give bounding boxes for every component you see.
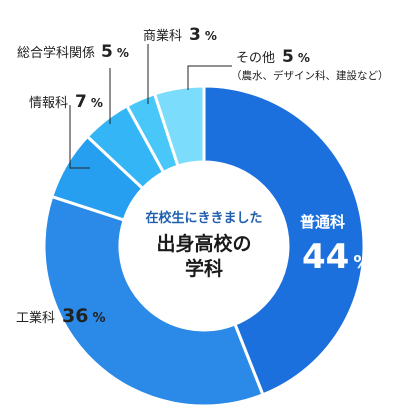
label-shogyo: 商業科 3 % bbox=[143, 25, 217, 45]
slices-group bbox=[42, 84, 366, 408]
label-sonota-value: 5 bbox=[282, 47, 294, 67]
label-joho-unit: % bbox=[91, 96, 103, 110]
label-sonota-unit: % bbox=[298, 51, 310, 65]
center-text-line3: 学科 bbox=[185, 257, 223, 280]
label-sogo-value: 5 bbox=[101, 42, 113, 62]
label-sonota: その他 5 % bbox=[236, 47, 310, 67]
label-kogyo-name: 工業科 bbox=[16, 310, 55, 326]
label-shogyo-name: 商業科 bbox=[143, 28, 182, 44]
center-text-line1: 在校生にききました bbox=[145, 210, 262, 226]
label-sonota-name: その他 bbox=[236, 51, 275, 66]
label-kogyo-unit: % bbox=[92, 311, 105, 326]
label-sogo-name: 総合学科関係 bbox=[17, 45, 95, 61]
center-text-line2: 出身高校の bbox=[156, 232, 251, 255]
label-joho: 情報科 7 % bbox=[29, 92, 103, 112]
slice-futsuka bbox=[202, 84, 366, 397]
label-futsuka-figure: 44 % bbox=[302, 237, 371, 277]
label-kogyo: 工業科 36 % bbox=[16, 305, 106, 327]
label-joho-value: 7 bbox=[75, 92, 87, 112]
leader-line-sonota bbox=[187, 65, 232, 90]
label-joho-name: 情報科 bbox=[29, 96, 68, 111]
label-shogyo-unit: % bbox=[205, 29, 217, 43]
slice-kogyo bbox=[42, 194, 265, 408]
label-sogo: 総合学科関係 5 % bbox=[17, 42, 129, 62]
leader-line-joho bbox=[69, 105, 90, 169]
label-futsuka-value: 44 bbox=[302, 237, 349, 277]
label-sogo-unit: % bbox=[117, 46, 129, 60]
label-shogyo-value: 3 bbox=[189, 25, 201, 45]
label-futsuka-name: 普通科 bbox=[300, 213, 345, 231]
slice-sonota bbox=[152, 84, 206, 169]
label-kogyo-value: 36 bbox=[62, 305, 88, 327]
label-sonota-note: （農水、デザイン科、建設など） bbox=[231, 69, 389, 82]
label-futsuka-unit: % bbox=[353, 252, 371, 273]
